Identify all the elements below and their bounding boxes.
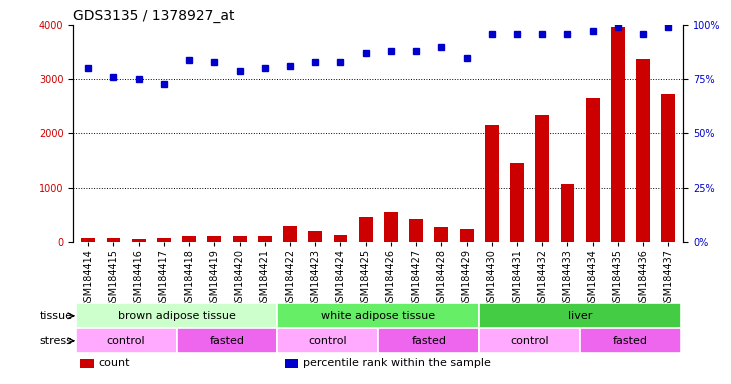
Bar	[359, 217, 373, 242]
Bar	[176, 328, 277, 353]
Bar	[409, 219, 423, 242]
Bar	[480, 328, 580, 353]
Text: liver: liver	[568, 311, 592, 321]
Bar	[480, 303, 681, 328]
Text: white adipose tissue: white adipose tissue	[321, 311, 436, 321]
Text: GDS3135 / 1378927_at: GDS3135 / 1378927_at	[73, 8, 235, 23]
Bar	[81, 238, 95, 242]
Bar	[107, 238, 121, 242]
Text: fasted: fasted	[412, 336, 446, 346]
Text: brown adipose tissue: brown adipose tissue	[118, 311, 235, 321]
Bar	[510, 163, 524, 242]
Bar	[662, 94, 675, 242]
Bar	[258, 237, 272, 242]
Bar	[283, 226, 297, 242]
Bar	[277, 328, 379, 353]
Bar	[384, 212, 398, 242]
Bar	[285, 359, 298, 368]
Bar	[232, 236, 246, 242]
Bar	[561, 184, 575, 242]
Text: control: control	[510, 336, 549, 346]
Bar	[586, 98, 599, 242]
Bar	[208, 237, 221, 242]
Text: control: control	[308, 336, 347, 346]
Text: percentile rank within the sample: percentile rank within the sample	[303, 359, 491, 369]
Bar	[636, 59, 650, 242]
Bar	[157, 238, 171, 242]
Text: control: control	[107, 336, 145, 346]
Bar	[535, 115, 549, 242]
Bar	[379, 328, 480, 353]
Bar	[460, 230, 474, 242]
Bar	[308, 231, 322, 242]
Bar	[580, 328, 681, 353]
Bar	[132, 239, 145, 242]
Bar	[485, 125, 499, 242]
Bar	[80, 359, 94, 368]
Text: fasted: fasted	[613, 336, 648, 346]
Text: tissue: tissue	[39, 311, 72, 321]
Bar	[611, 26, 625, 242]
Text: fasted: fasted	[210, 336, 244, 346]
Text: count: count	[99, 359, 130, 369]
Bar	[333, 235, 347, 242]
Bar	[434, 227, 448, 242]
Bar	[182, 236, 196, 242]
Text: stress: stress	[39, 336, 72, 346]
Bar	[277, 303, 480, 328]
Bar	[75, 328, 176, 353]
Bar	[75, 303, 277, 328]
